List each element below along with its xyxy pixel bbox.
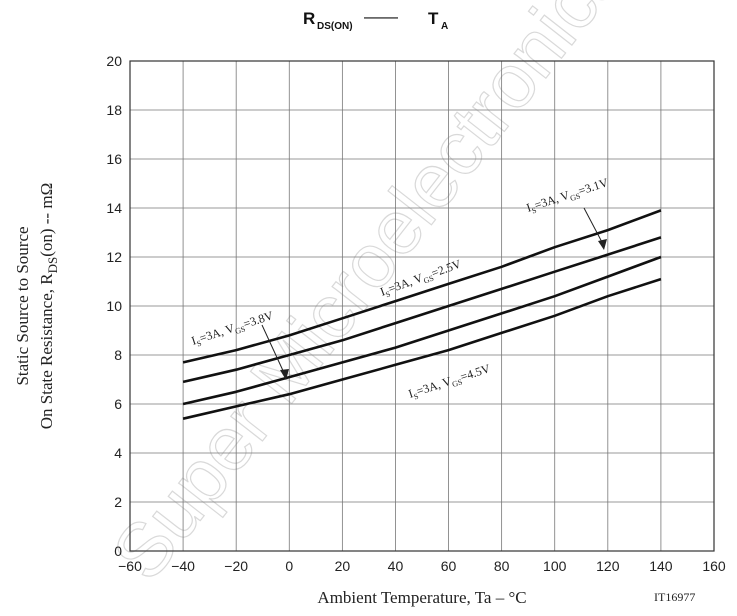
figure-code: IT16977 bbox=[654, 590, 695, 604]
arrowhead-3-1v bbox=[598, 239, 607, 250]
title-t: T bbox=[428, 9, 439, 28]
x-tick-label: 100 bbox=[543, 558, 567, 574]
x-tick-label: −20 bbox=[224, 558, 248, 574]
annotation-4-5v: IS=3A, VGS=4.5V bbox=[407, 361, 493, 403]
title-r: R bbox=[303, 9, 315, 28]
plot-frame bbox=[129, 60, 715, 552]
arrowhead-3-8v bbox=[280, 369, 289, 380]
y-axis-label: Static Source to Source On State Resista… bbox=[13, 183, 60, 429]
series-group bbox=[182, 209, 662, 420]
series-line-3 bbox=[182, 255, 662, 406]
x-tick-label: 60 bbox=[441, 558, 457, 574]
series-line-1 bbox=[182, 209, 662, 364]
title-r-sub: DS(ON) bbox=[317, 21, 353, 32]
y-tick-label: 0 bbox=[114, 543, 122, 559]
series-line-4 bbox=[182, 277, 662, 420]
y-tick-label: 4 bbox=[114, 445, 122, 461]
x-tick-label: 120 bbox=[596, 558, 620, 574]
series-line-2 bbox=[182, 236, 662, 384]
x-tick-label: 140 bbox=[649, 558, 673, 574]
watermark: Super Microelectronics bbox=[96, 0, 639, 595]
y-tick-label: 12 bbox=[106, 249, 122, 265]
y-tick-label: 16 bbox=[106, 151, 122, 167]
y-tick-label: 18 bbox=[106, 102, 122, 118]
title-separator: —— bbox=[364, 7, 398, 26]
x-tick-label: 80 bbox=[494, 558, 510, 574]
x-tick-label: −60 bbox=[118, 558, 142, 574]
svg-text:IS=3A, VGS=3.1V: IS=3A, VGS=3.1V bbox=[525, 175, 611, 217]
x-tick-label: 0 bbox=[285, 558, 293, 574]
chart-title: R DS(ON) —— T A bbox=[303, 7, 448, 32]
arrow-3-8v bbox=[261, 324, 286, 376]
x-tick-labels: −60 −40 −20 0 20 40 60 80 100 120 140 160 bbox=[118, 558, 726, 574]
y-tick-labels: 0 2 4 6 8 10 12 14 16 18 20 bbox=[106, 53, 122, 559]
x-tick-label: −40 bbox=[171, 558, 195, 574]
annotation-3-1v: IS=3A, VGS=3.1V bbox=[525, 175, 611, 217]
y-axis-label-line1: Static Source to Source bbox=[13, 226, 32, 385]
y-tick-label: 20 bbox=[106, 53, 122, 69]
x-axis-label: Ambient Temperature, Ta – °C bbox=[317, 588, 526, 607]
y-tick-label: 10 bbox=[106, 298, 122, 314]
y-axis-label-line2: On State Resistance, RDS(on) -- mΩ bbox=[37, 183, 60, 429]
svg-text:IS=3A, VGS=4.5V: IS=3A, VGS=4.5V bbox=[407, 361, 493, 403]
y-tick-label: 2 bbox=[114, 494, 122, 510]
y-tick-label: 14 bbox=[106, 200, 122, 216]
y-tick-label: 8 bbox=[114, 347, 122, 363]
arrow-3-1v bbox=[583, 207, 605, 247]
title-t-sub: A bbox=[441, 21, 448, 32]
x-tick-label: 20 bbox=[335, 558, 351, 574]
y-tick-label: 6 bbox=[114, 396, 122, 412]
x-tick-label: 40 bbox=[388, 558, 404, 574]
x-tick-label: 160 bbox=[702, 558, 726, 574]
